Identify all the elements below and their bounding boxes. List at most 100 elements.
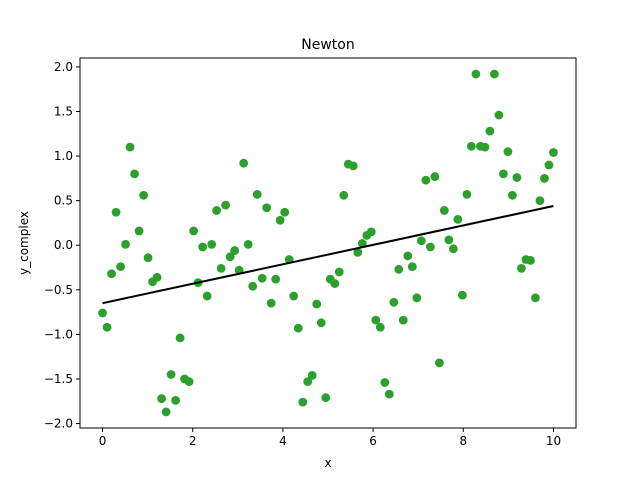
scatter-point — [485, 126, 495, 136]
x-tick-label: 10 — [546, 434, 561, 448]
scatter-point — [252, 190, 262, 199]
scatter-point — [531, 293, 540, 303]
scatter-point — [298, 397, 308, 407]
scatter-point — [189, 226, 199, 236]
data-layer — [98, 69, 558, 417]
scatter-point — [312, 299, 322, 309]
scatter-point — [503, 147, 513, 157]
scatter-point — [535, 196, 545, 206]
scatter-point — [143, 253, 153, 263]
scatter-point — [198, 242, 208, 252]
scatter-point — [225, 252, 235, 262]
scatter-point — [111, 207, 121, 217]
x-tick-label: 8 — [459, 434, 467, 448]
scatter-point — [544, 160, 554, 170]
scatter-point — [412, 293, 422, 303]
scatter-point — [266, 298, 276, 308]
scatter-point — [508, 190, 517, 200]
scatter-point — [403, 251, 413, 261]
scatter-point — [480, 142, 490, 152]
scatter-point — [257, 273, 267, 283]
scatter-point — [307, 371, 317, 380]
y-axis-label: y_complex — [17, 211, 31, 275]
scatter-point — [216, 264, 226, 273]
scatter-point — [334, 267, 344, 277]
y-tick-label: −1.0 — [44, 327, 73, 341]
y-tick-label: −1.5 — [44, 372, 73, 386]
scatter-point — [380, 378, 390, 387]
scatter-point — [107, 269, 116, 279]
y-tick-label: 1.0 — [54, 149, 73, 163]
scatter-point — [471, 69, 481, 79]
scatter-point — [280, 207, 290, 217]
scatter-point — [549, 148, 558, 157]
scatter-point — [430, 172, 440, 181]
scatter-point — [293, 323, 303, 333]
scatter-point — [357, 239, 367, 248]
scatter-point — [207, 239, 217, 249]
scatter-point — [457, 290, 467, 300]
scatter-point — [389, 297, 399, 307]
scatter-point — [394, 264, 404, 274]
scatter-point — [353, 247, 363, 257]
scatter-point — [371, 315, 381, 325]
scatter-point — [212, 206, 222, 215]
scatter-point — [526, 255, 535, 265]
y-tick-label: −2.0 — [44, 417, 73, 431]
scatter-point — [275, 215, 285, 225]
scatter-point — [421, 175, 431, 185]
scatter-point — [466, 141, 476, 151]
scatter-point — [416, 236, 426, 246]
scatter-point — [448, 244, 458, 254]
scatter-point — [230, 246, 240, 255]
scatter-point — [239, 158, 249, 168]
chart-title: Newton — [301, 37, 354, 53]
scatter-point — [184, 377, 194, 387]
scatter-point — [425, 242, 435, 252]
scatter-point — [98, 308, 107, 318]
x-tick-label: 4 — [279, 434, 287, 448]
scatter-point — [121, 239, 130, 249]
scatter-point — [130, 169, 139, 179]
scatter-point — [134, 226, 144, 236]
scatter-point — [439, 206, 449, 215]
plot-area-background — [80, 58, 576, 428]
scatter-point — [453, 214, 463, 224]
x-axis-label: x — [324, 456, 331, 470]
trend-line — [102, 205, 554, 305]
scatter-point — [102, 322, 112, 332]
scatter-point — [262, 203, 272, 213]
scatter-point — [152, 272, 162, 282]
scatter-point — [289, 291, 299, 301]
scatter-point — [499, 169, 508, 179]
y-tick-label: 1.5 — [54, 104, 73, 118]
scatter-point — [116, 262, 125, 272]
scatter-point — [462, 190, 472, 199]
y-axis: −2.0 −1.5 −1.0 −0.5 0.0 0.5 1.0 1.5 2.0 — [44, 60, 80, 431]
scatter-point — [330, 279, 340, 288]
scatter-point — [171, 395, 180, 405]
scatter-point — [339, 190, 349, 200]
scatter-point — [157, 394, 167, 403]
scatter-point — [348, 161, 358, 171]
scatter-point — [375, 322, 385, 332]
scatter-point — [540, 173, 549, 183]
scatter-point — [398, 315, 408, 325]
y-tick-label: 2.0 — [54, 60, 73, 74]
scatter-point — [384, 389, 394, 399]
scatter-point — [271, 274, 281, 284]
scatter-point — [202, 291, 212, 301]
scatter-point — [166, 370, 176, 379]
scatter-point — [489, 69, 499, 79]
scatter-point — [175, 333, 185, 343]
x-tick-label: 6 — [369, 434, 377, 448]
y-tick-label: 0.5 — [54, 194, 73, 208]
x-axis: 0 2 4 6 8 10 — [99, 428, 561, 448]
scatter-point — [125, 142, 135, 152]
scatter-point — [366, 227, 376, 237]
scatter-point — [161, 407, 171, 417]
scatter-point — [303, 377, 313, 387]
scatter-point — [321, 393, 331, 403]
x-tick-label: 2 — [189, 434, 197, 448]
